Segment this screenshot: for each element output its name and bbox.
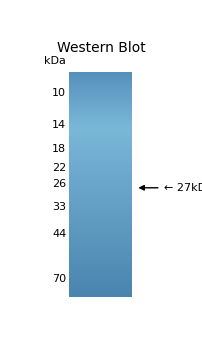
Text: 70: 70 [52,274,66,284]
Text: 10: 10 [52,88,66,98]
Text: 26: 26 [52,179,66,189]
Text: 44: 44 [52,229,66,239]
Text: 18: 18 [52,144,66,154]
Text: 14: 14 [52,120,66,130]
Text: 22: 22 [52,163,66,173]
Text: Western Blot: Western Blot [56,41,145,55]
Text: 33: 33 [52,202,66,212]
Text: kDa: kDa [44,56,66,66]
Ellipse shape [82,186,116,189]
Text: ← 27kDa: ← 27kDa [163,183,202,193]
